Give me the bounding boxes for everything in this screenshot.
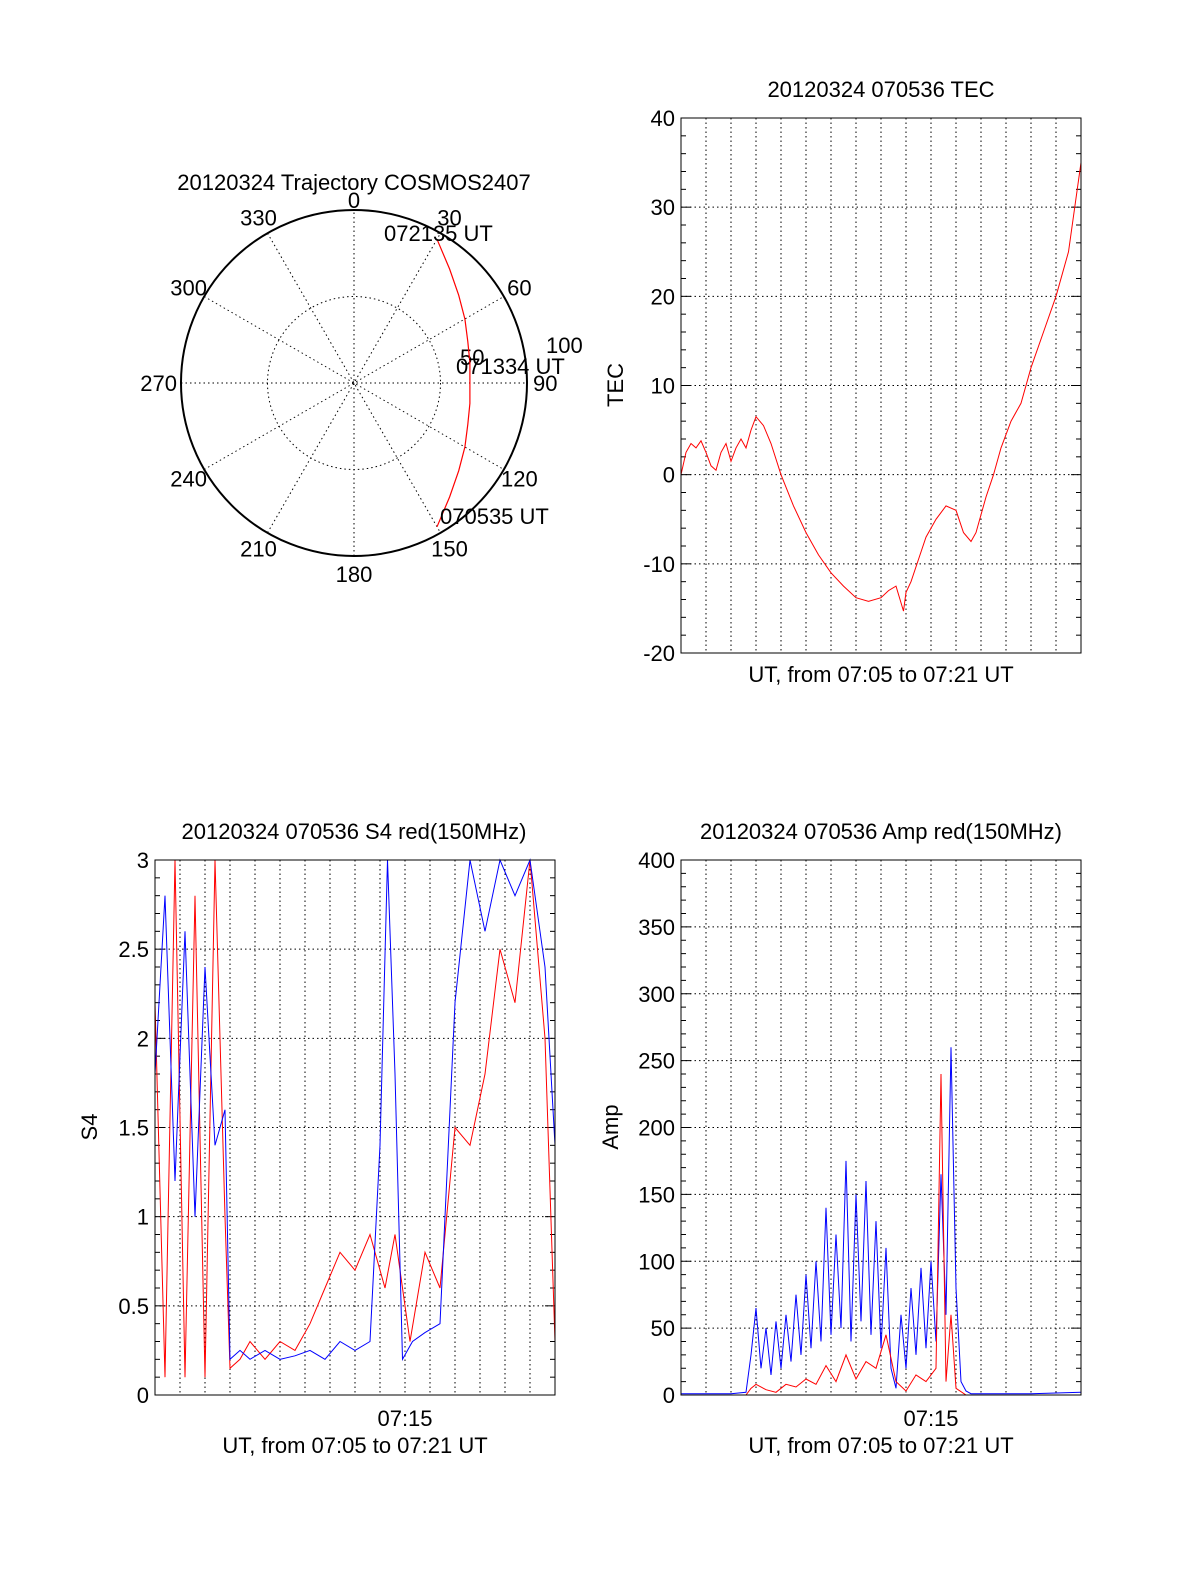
polar-azimuth-label: 30 bbox=[437, 206, 461, 231]
tec-line bbox=[680, 162, 1082, 612]
s4-plot: 20120324 070536 S4 red(150MHz) 3 2.5 2 1.5 1… bbox=[77, 819, 556, 1458]
amp-title: 20120324 070536 Amp red(150MHz) bbox=[700, 819, 1062, 844]
tec-grid bbox=[681, 117, 1081, 654]
polar-azimuth-label: 150 bbox=[431, 536, 468, 561]
s4-grid bbox=[155, 859, 555, 1396]
s4-title: 20120324 070536 S4 red(150MHz) bbox=[182, 819, 527, 844]
polar-azimuth-label: 240 bbox=[170, 467, 207, 492]
amp-ytick-label: 200 bbox=[638, 1116, 675, 1141]
amp-ytick-label: 150 bbox=[638, 1182, 675, 1207]
s4-blue-line bbox=[154, 858, 556, 1362]
polar-azimuth-label: 210 bbox=[240, 536, 277, 561]
amp-frame bbox=[680, 859, 1082, 1396]
amp-ytick-label: 50 bbox=[651, 1316, 675, 1341]
polar-azimuth-label: 270 bbox=[140, 371, 177, 396]
annotation-start-time: 070535 UT bbox=[440, 504, 549, 529]
polar-radial-label-50: 50 bbox=[460, 345, 484, 370]
amp-ytick-label: 300 bbox=[638, 982, 675, 1007]
polar-azimuth-label: 90 bbox=[533, 371, 557, 396]
amp-ytick-label: 100 bbox=[638, 1249, 675, 1274]
annotation-mid-time: 071334 UT bbox=[456, 354, 565, 379]
tec-ytick-label: 0 bbox=[663, 463, 675, 488]
tec-ytick-label: 10 bbox=[651, 374, 675, 399]
polar-azimuth-label: 330 bbox=[240, 206, 277, 231]
s4-xtick-label: 07:15 bbox=[377, 1406, 432, 1431]
s4-ytick-label: 0 bbox=[137, 1383, 149, 1408]
tec-ytick-label: 20 bbox=[651, 284, 675, 309]
s4-ytick-label: 1.5 bbox=[118, 1116, 149, 1141]
amp-plot: 20120324 070536 Amp red(150MHz) 400 350 30… bbox=[598, 819, 1082, 1458]
tec-ytick-label: 40 bbox=[651, 106, 675, 131]
s4-ytick-label: 0.5 bbox=[118, 1294, 149, 1319]
polar-azimuth-label: 120 bbox=[501, 467, 538, 492]
s4-ytick-label: 2.5 bbox=[118, 937, 149, 962]
polar-spoke bbox=[203, 296, 505, 470]
polar-azimuth-label: 180 bbox=[336, 562, 373, 587]
amp-ylabel: Amp bbox=[598, 1104, 623, 1149]
amp-xlabel: UT, from 07:05 to 07:21 UT bbox=[748, 1433, 1013, 1458]
polar-azimuth-label: 60 bbox=[507, 276, 531, 301]
trajectory-line bbox=[436, 238, 471, 528]
tec-ytick-labels: 40 30 20 10 0 -10 -20 bbox=[643, 106, 675, 666]
s4-ytick-label: 2 bbox=[137, 1026, 149, 1051]
tec-xlabel: UT, from 07:05 to 07:21 UT bbox=[748, 662, 1013, 687]
tec-frame bbox=[680, 117, 1082, 654]
polar-radial-label-100: 100 bbox=[546, 333, 583, 358]
tec-ytick-label: -20 bbox=[643, 641, 675, 666]
polar-title: 20120324 Trajectory COSMOS2407 bbox=[177, 170, 530, 195]
amp-ytick-label: 350 bbox=[638, 915, 675, 940]
polar-trajectory-plot: 20120324 Trajectory COSMOS2407 0 30 60 90 12… bbox=[140, 170, 582, 587]
s4-ylabel: S4 bbox=[77, 1114, 102, 1141]
tec-ytick-label: -10 bbox=[643, 552, 675, 577]
tec-ylabel: TEC bbox=[603, 363, 628, 407]
amp-ytick-label: 400 bbox=[638, 848, 675, 873]
amp-ytick-labels: 400 350 300 250 200 150 100 50 0 bbox=[638, 848, 675, 1408]
amp-grid bbox=[681, 859, 1081, 1396]
s4-ytick-label: 3 bbox=[137, 848, 149, 873]
polar-spoke bbox=[203, 296, 505, 470]
s4-xlabel: UT, from 07:05 to 07:21 UT bbox=[222, 1433, 487, 1458]
polar-spoke bbox=[267, 232, 441, 534]
polar-spoke bbox=[267, 232, 441, 534]
amp-red-line bbox=[681, 1073, 1081, 1396]
polar-azimuth-label: 300 bbox=[170, 276, 207, 301]
amp-xtick-label: 07:15 bbox=[903, 1406, 958, 1431]
s4-frame bbox=[154, 859, 556, 1396]
s4-ytick-labels: 3 2.5 2 1.5 1 0.5 0 bbox=[118, 848, 149, 1408]
polar-outer-circle bbox=[180, 209, 528, 557]
polar-azimuth-labels: 0 30 60 90 120 150 180 210 240 270 300 330 bbox=[140, 188, 557, 587]
s4-ytick-label: 1 bbox=[137, 1205, 149, 1230]
amp-ytick-label: 250 bbox=[638, 1049, 675, 1074]
tec-title: 20120324 070536 TEC bbox=[767, 77, 994, 102]
annotation-end-time: 072135 UT bbox=[384, 221, 493, 246]
tec-ytick-label: 30 bbox=[651, 195, 675, 220]
amp-ytick-label: 0 bbox=[663, 1383, 675, 1408]
tec-plot: 20120324 070536 TEC 40 30 20 10 0 -10 -20 UT, … bbox=[603, 77, 1082, 687]
polar-azimuth-label: 0 bbox=[348, 188, 360, 213]
polar-grid-circle bbox=[267, 296, 441, 470]
s4-red-line bbox=[154, 859, 556, 1378]
